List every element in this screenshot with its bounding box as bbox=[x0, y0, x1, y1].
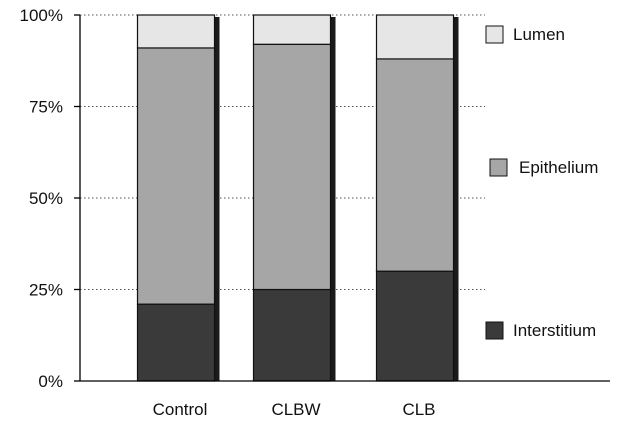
bars bbox=[136, 14, 459, 382]
bar-segment-interstitium bbox=[136, 303, 216, 382]
bar-segment-lumen bbox=[136, 14, 216, 49]
y-tick-label: 0% bbox=[38, 372, 63, 391]
y-tick-label: 75% bbox=[29, 98, 63, 117]
y-tick-label: 25% bbox=[29, 281, 63, 300]
legend-label-lumen: Lumen bbox=[513, 25, 565, 44]
bar-segment-lumen bbox=[375, 14, 455, 60]
legend-swatch-epithelium bbox=[489, 158, 508, 177]
bar-segment-epithelium bbox=[136, 47, 216, 305]
bar-segment-lumen bbox=[252, 14, 332, 45]
bar-segment-epithelium bbox=[375, 58, 455, 272]
bar-shadow bbox=[453, 17, 459, 381]
bar-segment-epithelium bbox=[252, 43, 332, 291]
y-tick-labels: 0% 25% 50% 75% 100% bbox=[20, 6, 63, 391]
y-tick-label: 100% bbox=[20, 6, 63, 25]
axes bbox=[74, 14, 610, 382]
x-tick-label: CLB bbox=[402, 400, 435, 419]
x-tick-label: CLBW bbox=[271, 400, 320, 419]
bar-shadow bbox=[214, 17, 220, 381]
x-tick-labels: Control CLBW CLB bbox=[153, 400, 436, 419]
x-tick-label: Control bbox=[153, 400, 208, 419]
bar-segment-interstitium bbox=[375, 270, 455, 382]
bar-segment-interstitium bbox=[252, 288, 332, 382]
legend: Lumen Epithelium Interstitium bbox=[485, 25, 598, 340]
legend-swatch-lumen bbox=[485, 25, 504, 44]
legend-swatch-interstitium bbox=[485, 321, 504, 340]
legend-label-epithelium: Epithelium bbox=[519, 158, 598, 177]
y-tick-label: 50% bbox=[29, 189, 63, 208]
legend-label-interstitium: Interstitium bbox=[513, 321, 596, 340]
bar-shadow bbox=[330, 17, 336, 381]
